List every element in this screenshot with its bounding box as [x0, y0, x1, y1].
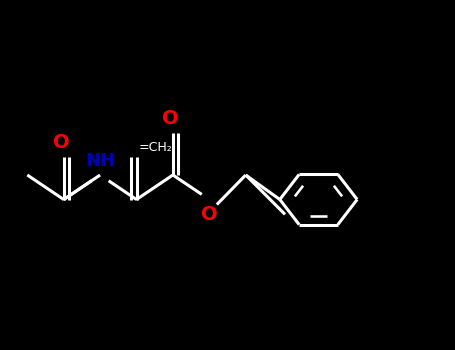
Text: O: O — [201, 205, 217, 224]
Text: O: O — [53, 133, 70, 152]
Text: NH: NH — [85, 152, 115, 170]
Text: =CH₂: =CH₂ — [139, 141, 172, 154]
Text: O: O — [162, 109, 179, 128]
